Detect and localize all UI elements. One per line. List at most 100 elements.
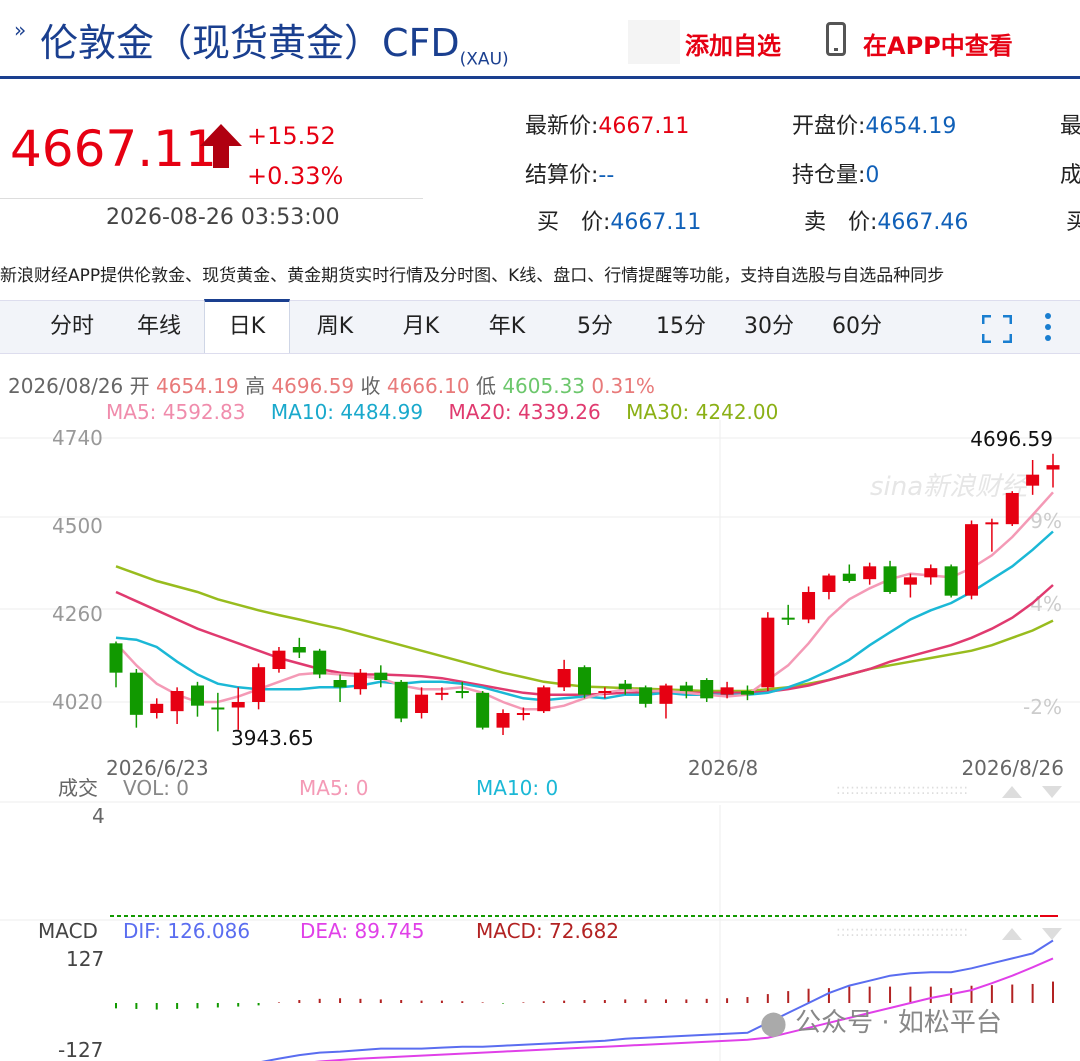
tab-yearly-k[interactable]: 年K [488,314,526,339]
field-value: 4654.19 [865,114,957,139]
dots-divider: :::::::::::::::::::::::::::: [836,924,968,940]
candle-body [537,687,551,712]
candle-body [700,680,714,699]
tab-daily-k[interactable]: 日K [204,299,290,353]
candle-body [598,691,612,693]
field-latest: 最新价:4667.11 [525,108,689,140]
kline-chart[interactable]: sina新浪财经 47404500426040209%4%-2%2026/6/2… [0,420,1080,1061]
placeholder-box [628,20,680,64]
candle-body [394,681,408,719]
candle-body [740,691,754,695]
tab-year-line[interactable]: 年线 [136,314,181,339]
add-watchlist-button[interactable]: 添加自选 [685,32,781,60]
low-value: 4605.33 [502,374,586,398]
dif-value: DIF: 126.086 [123,919,250,943]
field-label: 卖 价: [804,210,878,235]
dots-divider: :::::::::::::::::::::::::::: [836,782,968,798]
tab-60min[interactable]: 60分 [832,314,882,339]
candle-body [333,680,347,688]
kline-info: 2026/08/26 开 4654.19 高 4696.59 收 4666.10… [8,370,655,399]
tab-5min[interactable]: 5分 [577,314,613,339]
candle-body [170,691,184,712]
phone-icon[interactable] [826,22,846,56]
volume-label: 成交 [58,776,98,800]
candle-body [924,568,938,578]
low-label: 低 [475,374,496,398]
open-label: 开 [129,374,150,398]
change-percent: +0.33% [247,162,344,190]
tab-30min[interactable]: 30分 [744,314,794,339]
field-label: 成 [1060,163,1080,188]
candle-body [965,524,979,596]
field-label: 开盘价: [792,114,866,139]
candle-body [455,691,469,693]
title-text: 伦敦金（现货黄金）CFD [40,21,460,65]
candle-body [516,713,530,715]
candle-body [313,650,327,675]
change-value: +15.52 [247,122,336,150]
candle-body [720,687,734,695]
candle-body [476,692,490,728]
candle-body [903,577,917,585]
tab-weekly-k[interactable]: 周K [316,314,354,339]
ma5-legend: MA5: 4592.83 [106,400,246,424]
tab-15min[interactable]: 15分 [656,314,706,339]
candle-body [985,522,999,525]
candle-body [781,617,795,620]
candle-body [822,575,836,592]
title-symbol: (XAU) [459,49,509,70]
candle-body [1005,493,1019,525]
candle-body [272,650,286,669]
y-tick-label: 4020 [52,690,103,714]
x-tick-label: 2026/8 [688,756,758,780]
double-chevron-icon: » [14,18,27,42]
macd-y-tick: 127 [66,947,104,971]
low-annotation: 3943.65 [231,726,314,750]
pane-arrow-icon [1042,928,1062,940]
candle-body [252,667,266,702]
chart-watermark: sina新浪财经 [870,472,1030,502]
high-label: 高 [245,374,266,398]
candle-body [1026,474,1040,486]
pct-value: 0.31% [591,374,655,398]
candle-body [618,683,632,690]
candle-body [435,692,449,695]
candle-body [109,643,123,673]
vol-ma5: MA5: 0 [299,776,368,800]
y-tick-label: 4740 [52,426,103,450]
field-label: 最新价: [525,114,599,139]
tab-intraday[interactable]: 分时 [49,314,94,339]
field-buy-partial: 买 [1066,204,1080,236]
candle-body [557,669,571,688]
dea-value: DEA: 89.745 [300,919,424,943]
vol-ma10: MA10: 0 [476,776,558,800]
more-options-icon[interactable] [1045,313,1053,343]
fullscreen-icon[interactable] [982,315,1012,343]
field-ask: 卖 价:4667.46 [804,204,968,236]
view-in-app-button[interactable]: 在APP中查看 [863,32,1013,60]
field-label: 买 价: [537,210,611,235]
ma20-legend: MA20: 4339.26 [448,400,601,424]
pct-tick-label: -2% [1023,695,1062,719]
candle-body [578,667,591,695]
x-tick-label: 2026/6/23 [106,756,209,780]
page-title: 伦敦金（现货黄金）CFD(XAU) [40,12,509,70]
field-value: 0 [865,163,880,188]
watermark-text: 公众号 · 如松平台 [795,1008,1002,1038]
field-value: 4667.11 [610,210,702,235]
field-bid: 买 价:4667.11 [537,204,701,236]
promo-text: 新浪财经APP提供伦敦金、现货黄金、黄金期货实时行情及分时图、K线、盘口、行情提… [0,266,945,286]
candle-body [292,647,306,653]
dea-line [314,957,1054,1061]
tab-monthly-k[interactable]: 月K [402,314,440,339]
pct-tick-label: 4% [1030,592,1062,616]
candle-body [761,617,775,688]
candle-body [374,672,388,680]
x-tick-label: 2026/8/26 [961,756,1064,780]
candle-body [639,687,653,704]
close-label: 收 [360,374,381,398]
field-open-interest: 持仓量:0 [792,157,879,189]
candle-body [415,694,429,713]
field-high-partial: 最 [1060,108,1080,140]
field-settle: 结算价:-- [525,157,614,189]
